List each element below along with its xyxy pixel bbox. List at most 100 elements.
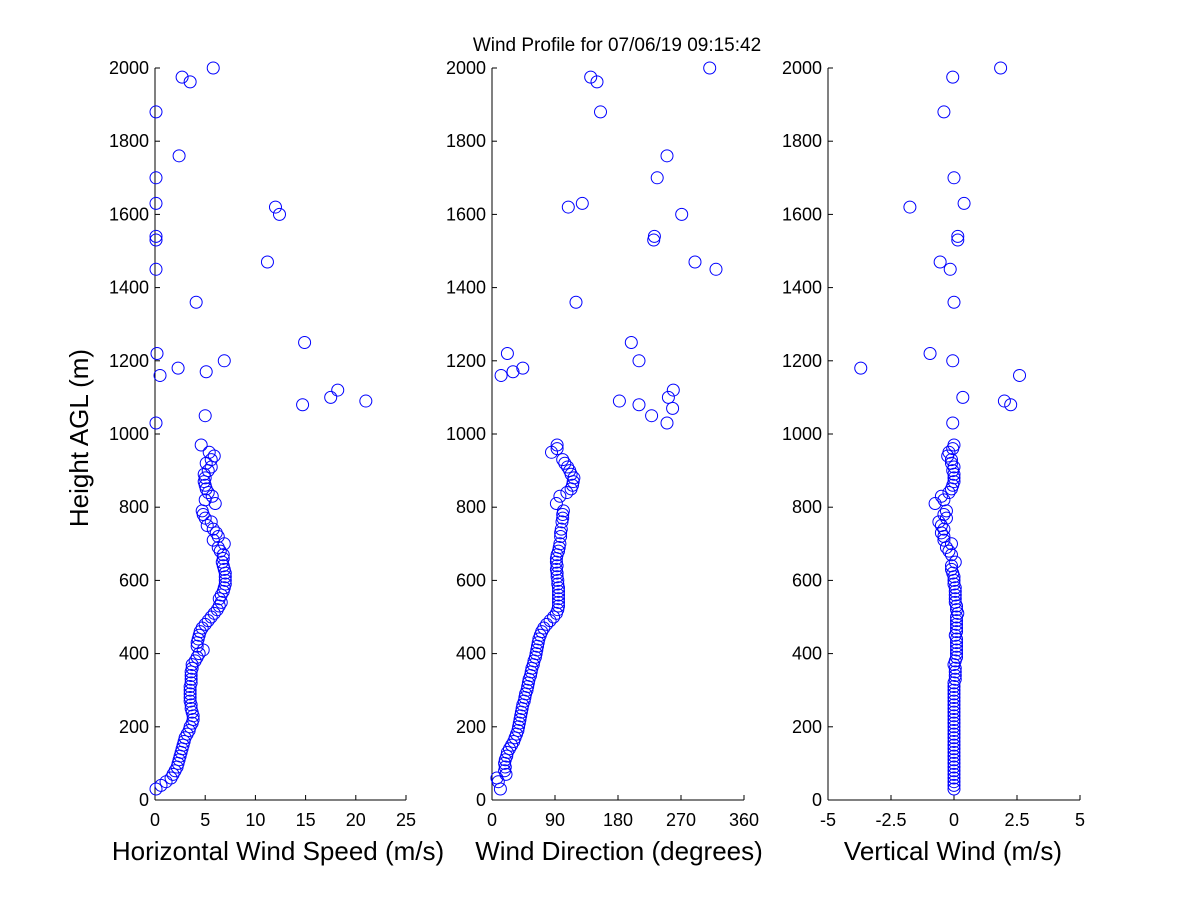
data-point-wind-direction	[552, 588, 565, 602]
data-point-wind-direction	[551, 577, 565, 591]
data-point-horizontal-wind-speed	[206, 61, 220, 75]
data-point-vertical-wind	[950, 636, 964, 650]
data-point-wind-direction	[709, 262, 723, 276]
data-point-vertical-wind	[947, 680, 961, 694]
data-point-wind-direction	[688, 255, 702, 269]
x-tick-label-vertical-wind: -2.5	[875, 810, 906, 830]
data-point-horizontal-wind-speed	[193, 625, 207, 639]
data-point-wind-direction	[500, 346, 514, 360]
data-point-vertical-wind	[950, 650, 964, 664]
data-point-vertical-wind	[947, 460, 961, 474]
data-point-vertical-wind	[947, 775, 961, 789]
data-point-vertical-wind	[947, 712, 961, 726]
data-point-vertical-wind	[947, 295, 961, 309]
data-point-horizontal-wind-speed	[194, 438, 208, 452]
data-point-horizontal-wind-speed	[183, 691, 197, 705]
data-point-vertical-wind	[947, 694, 961, 708]
data-point-wind-direction	[594, 105, 607, 119]
data-point-horizontal-wind-speed	[184, 676, 198, 690]
data-point-horizontal-wind-speed	[201, 614, 215, 628]
data-point-vertical-wind	[946, 416, 960, 430]
data-point-horizontal-wind-speed	[183, 683, 197, 697]
data-point-wind-direction	[563, 464, 577, 478]
data-point-wind-direction	[660, 416, 674, 430]
data-point-wind-direction	[553, 537, 567, 551]
data-point-vertical-wind	[947, 756, 961, 770]
data-point-horizontal-wind-speed	[214, 595, 228, 609]
x-tick-label-horizontal-wind-speed: 20	[346, 810, 366, 830]
data-point-horizontal-wind-speed	[212, 592, 226, 606]
data-point-vertical-wind	[946, 70, 960, 84]
data-point-vertical-wind	[948, 584, 962, 598]
data-point-vertical-wind	[939, 504, 953, 518]
data-point-wind-direction	[558, 456, 572, 470]
data-point-vertical-wind	[943, 262, 957, 276]
data-point-vertical-wind	[947, 734, 961, 748]
data-point-wind-direction	[549, 555, 563, 569]
data-point-horizontal-wind-speed	[298, 336, 312, 349]
data-point-vertical-wind	[947, 778, 961, 792]
data-point-horizontal-wind-speed	[296, 398, 310, 412]
data-point-vertical-wind	[947, 767, 961, 781]
x-tick-label-wind-direction: 360	[729, 810, 759, 830]
data-point-vertical-wind	[942, 486, 956, 500]
data-point-vertical-wind	[947, 760, 961, 774]
data-point-horizontal-wind-speed	[188, 654, 202, 668]
data-point-vertical-wind	[950, 617, 964, 631]
data-point-vertical-wind	[994, 61, 1008, 75]
data-point-wind-direction	[552, 592, 565, 606]
y-tick-label-wind-direction: 1800	[446, 131, 486, 151]
data-point-horizontal-wind-speed	[260, 255, 274, 269]
data-point-horizontal-wind-speed	[218, 570, 232, 584]
data-point-wind-direction	[552, 584, 565, 598]
data-point-horizontal-wind-speed	[218, 577, 232, 591]
y-tick-label-horizontal-wind-speed: 600	[119, 570, 149, 590]
data-point-vertical-wind	[950, 647, 964, 661]
y-tick-label-wind-direction: 600	[456, 570, 486, 590]
data-point-vertical-wind	[934, 526, 948, 540]
data-point-wind-direction	[503, 742, 516, 756]
x-tick-label-wind-direction: 270	[666, 810, 696, 830]
data-point-vertical-wind	[944, 548, 958, 562]
data-point-wind-direction	[590, 75, 604, 89]
y-tick-label-horizontal-wind-speed: 1800	[109, 131, 149, 151]
data-point-vertical-wind	[947, 171, 961, 185]
data-point-horizontal-wind-speed	[149, 262, 163, 276]
data-point-vertical-wind	[950, 614, 964, 628]
data-point-vertical-wind	[956, 390, 970, 404]
data-point-wind-direction	[494, 368, 508, 382]
data-point-wind-direction	[650, 171, 664, 185]
y-tick-label-vertical-wind: 2000	[782, 58, 822, 78]
y-tick-label-horizontal-wind-speed: 1200	[109, 351, 149, 371]
y-tick-label-wind-direction: 400	[456, 644, 486, 664]
data-point-horizontal-wind-speed	[149, 229, 163, 243]
data-point-horizontal-wind-speed	[189, 295, 203, 309]
data-point-horizontal-wind-speed	[198, 511, 212, 525]
data-point-horizontal-wind-speed	[183, 75, 197, 89]
data-point-wind-direction	[540, 617, 554, 631]
data-point-vertical-wind	[947, 687, 961, 701]
data-point-vertical-wind	[947, 742, 961, 756]
data-point-horizontal-wind-speed	[268, 200, 282, 214]
data-point-wind-direction	[554, 522, 568, 536]
x-tick-label-horizontal-wind-speed: 5	[200, 810, 210, 830]
data-point-wind-direction	[550, 438, 564, 452]
data-point-wind-direction	[556, 453, 570, 467]
data-point-horizontal-wind-speed	[201, 464, 215, 478]
x-tick-label-horizontal-wind-speed: 25	[396, 810, 416, 830]
data-point-horizontal-wind-speed	[324, 390, 338, 404]
data-point-horizontal-wind-speed	[198, 493, 212, 507]
data-point-horizontal-wind-speed	[213, 544, 227, 558]
data-point-wind-direction	[632, 354, 646, 368]
data-point-horizontal-wind-speed	[208, 497, 222, 511]
data-point-vertical-wind	[944, 559, 958, 573]
data-point-vertical-wind	[947, 727, 961, 741]
x-tick-label-vertical-wind: 0	[949, 810, 959, 830]
data-point-horizontal-wind-speed	[153, 368, 167, 382]
data-point-horizontal-wind-speed	[210, 603, 224, 617]
data-point-horizontal-wind-speed	[216, 551, 230, 565]
data-point-wind-direction	[543, 614, 557, 628]
x-tick-label-vertical-wind: -5	[820, 810, 836, 830]
data-point-vertical-wind	[948, 555, 962, 569]
data-point-vertical-wind	[934, 489, 948, 503]
